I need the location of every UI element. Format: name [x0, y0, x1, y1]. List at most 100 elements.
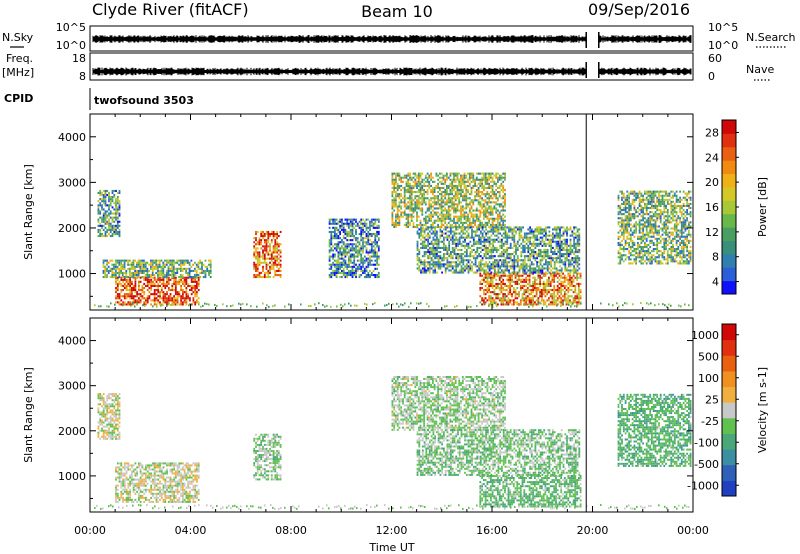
data-cell	[107, 271, 110, 274]
data-cell	[495, 195, 498, 198]
data-cell	[195, 271, 198, 274]
data-cell	[265, 265, 268, 268]
data-cell	[209, 259, 212, 262]
data-cell	[131, 289, 133, 292]
data-cell	[493, 207, 496, 210]
data-cell	[97, 228, 100, 231]
data-cell	[493, 223, 496, 226]
data-cell	[430, 232, 433, 235]
data-cell	[483, 174, 485, 177]
data-cell	[518, 282, 520, 285]
data-cell	[467, 203, 469, 206]
data-cell	[367, 265, 370, 268]
data-cell	[417, 174, 420, 177]
data-cell	[495, 209, 498, 212]
data-cell	[484, 225, 487, 228]
data-cell	[453, 219, 455, 222]
nave-label: Nave	[746, 63, 774, 76]
data-cell	[428, 217, 431, 220]
data-cell	[416, 263, 419, 266]
data-cell	[395, 219, 397, 222]
data-cell	[376, 257, 378, 260]
data-cell	[410, 189, 413, 192]
data-cell	[437, 263, 440, 266]
data-cell	[346, 251, 349, 254]
data-cell	[181, 274, 184, 277]
data-cell	[372, 263, 375, 266]
data-cell	[374, 239, 377, 242]
data-cell	[437, 199, 439, 202]
data-cell	[262, 245, 264, 248]
data-cell	[523, 293, 526, 296]
data-cell	[463, 186, 466, 189]
data-cell	[569, 276, 571, 279]
data-cell	[115, 297, 117, 300]
data-cell	[355, 263, 357, 266]
data-cell	[395, 225, 397, 228]
data-cell	[427, 257, 429, 260]
data-cell	[272, 237, 275, 240]
data-cell	[419, 186, 422, 189]
data-cell	[160, 259, 163, 262]
data-cell	[116, 218, 119, 221]
data-cell	[495, 197, 498, 200]
data-cell	[472, 172, 475, 175]
data-cell	[123, 261, 126, 264]
data-cell	[417, 197, 420, 200]
data-cell	[151, 267, 154, 270]
data-cell	[358, 243, 361, 246]
data-cell	[276, 241, 278, 244]
data-cell	[125, 278, 128, 281]
data-cell	[426, 184, 429, 187]
data-cell	[419, 176, 422, 179]
data-cell	[263, 249, 266, 252]
data-cell	[414, 180, 417, 183]
data-cell	[134, 299, 137, 302]
data-cell	[174, 287, 177, 290]
data-cell	[551, 299, 554, 302]
data-cell	[440, 207, 443, 210]
data-cell	[123, 263, 126, 266]
data-cell	[330, 255, 333, 258]
data-cell	[449, 217, 452, 220]
data-cell	[403, 213, 406, 216]
data-cell	[365, 257, 368, 260]
data-cell	[265, 243, 268, 246]
data-cell	[351, 276, 354, 279]
data-cell	[185, 271, 187, 274]
data-cell	[416, 180, 418, 183]
data-cell	[417, 182, 420, 185]
data-cell	[454, 197, 457, 200]
data-cell	[148, 269, 151, 272]
data-cell	[153, 278, 156, 281]
data-cell	[102, 194, 105, 197]
data-cell	[363, 269, 366, 272]
data-cell	[449, 223, 452, 226]
data-cell	[334, 247, 336, 250]
data-cell	[145, 299, 147, 302]
data-cell	[398, 209, 401, 212]
data-cell	[416, 184, 418, 187]
data-cell	[475, 193, 478, 196]
data-cell	[344, 233, 347, 236]
data-cell	[172, 274, 175, 277]
data-cell	[118, 280, 121, 283]
data-cell	[116, 191, 119, 194]
data-cell	[104, 267, 107, 270]
data-cell	[428, 265, 431, 268]
data-cell	[486, 223, 489, 226]
data-cell	[470, 199, 473, 202]
data-cell	[504, 225, 506, 228]
data-cell	[159, 291, 161, 294]
data-cell	[579, 289, 582, 292]
data-cell	[398, 205, 401, 208]
data-cell	[419, 189, 422, 192]
data-cell	[416, 240, 419, 243]
nsky-label: N.Sky	[2, 31, 34, 44]
data-cell	[430, 213, 432, 216]
data-cell	[511, 284, 513, 287]
data-cell	[256, 255, 259, 258]
data-cell	[208, 263, 210, 266]
data-cell	[470, 174, 473, 177]
data-cell	[272, 276, 275, 279]
